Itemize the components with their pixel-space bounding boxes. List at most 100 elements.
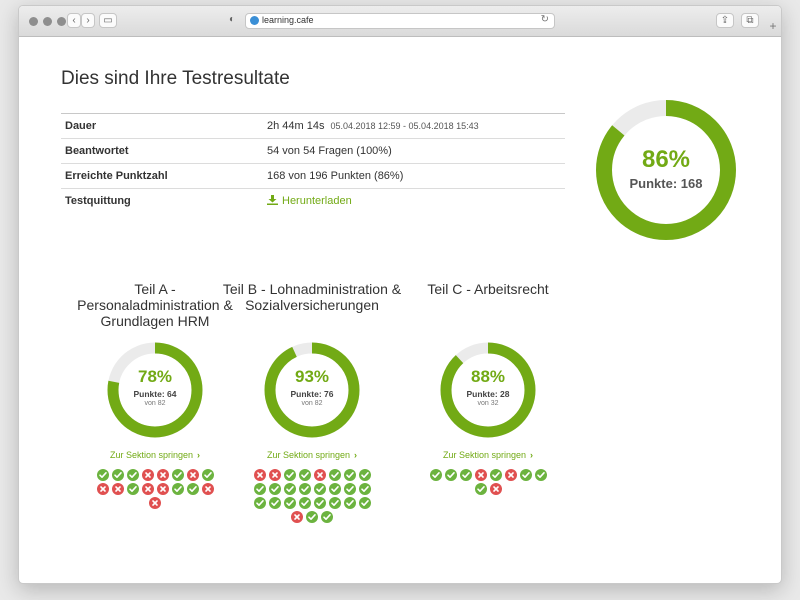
check-icon[interactable] (489, 469, 502, 481)
section-max-points: von 82 (301, 400, 323, 407)
minimize-window-button[interactable] (43, 17, 52, 26)
check-icon[interactable] (171, 483, 184, 495)
forward-button[interactable]: › (81, 13, 95, 28)
check-icon[interactable] (328, 483, 341, 495)
jump-to-section-link[interactable]: Zur Sektion springen › (221, 450, 403, 460)
cross-icon[interactable] (313, 469, 326, 481)
cross-icon[interactable] (111, 483, 124, 495)
check-icon[interactable] (429, 469, 442, 481)
close-window-button[interactable] (29, 17, 38, 26)
donut-progress (596, 100, 736, 240)
jump-label: Zur Sektion springen (442, 450, 527, 460)
answer-row (291, 511, 333, 523)
check-icon[interactable] (358, 469, 371, 481)
cross-icon[interactable] (156, 469, 169, 481)
address-bar[interactable]: learning.cafe ↻ (245, 13, 555, 29)
cross-icon[interactable] (291, 511, 303, 523)
duration-dates: 05.04.2018 12:59 - 05.04.2018 15:43 (330, 121, 479, 131)
check-icon[interactable] (298, 483, 311, 495)
zoom-window-button[interactable] (57, 17, 66, 26)
sidebar-icon[interactable]: ▭ (99, 13, 117, 28)
cross-icon[interactable] (253, 469, 266, 481)
check-icon[interactable] (313, 497, 326, 509)
check-icon[interactable] (126, 469, 139, 481)
check-icon[interactable] (534, 469, 547, 481)
check-icon[interactable] (186, 483, 199, 495)
cross-icon[interactable] (504, 469, 517, 481)
answer-row (474, 483, 502, 495)
check-icon[interactable] (283, 497, 296, 509)
answer-row (429, 469, 547, 481)
chevron-right-icon: › (354, 450, 358, 460)
row-label: Beantwortet (61, 138, 263, 164)
check-icon[interactable] (459, 469, 472, 481)
check-icon[interactable] (201, 469, 214, 481)
cross-icon[interactable] (141, 483, 154, 495)
check-icon[interactable] (358, 483, 371, 495)
page-title: Dies sind Ihre Testresultate (61, 68, 290, 89)
globe-icon (250, 16, 259, 25)
check-icon[interactable] (171, 469, 184, 481)
reload-icon[interactable]: ↻ (540, 14, 549, 25)
check-icon[interactable] (253, 497, 266, 509)
check-icon[interactable] (283, 483, 296, 495)
cross-icon[interactable] (201, 483, 214, 495)
browser-window: ‹ › ▭ ◐ learning.cafe ↻ ⇪ ⧉ + Dies sind … (18, 5, 782, 584)
section-points: Punkte: 64 (133, 389, 177, 399)
check-icon[interactable] (283, 469, 296, 481)
check-icon[interactable] (268, 497, 281, 509)
back-button[interactable]: ‹ (67, 13, 81, 28)
row-label: Erreichte Punktzahl (61, 163, 263, 189)
cross-icon[interactable] (186, 469, 199, 481)
table-row: Erreichte Punktzahl 168 von 196 Punkten … (61, 163, 565, 189)
check-icon[interactable] (343, 469, 356, 481)
jump-to-section-link[interactable]: Zur Sektion springen › (397, 450, 579, 460)
check-icon[interactable] (474, 483, 487, 495)
check-icon[interactable] (298, 497, 311, 509)
new-tab-button[interactable]: + (769, 19, 777, 33)
check-icon[interactable] (96, 469, 109, 481)
check-icon[interactable] (306, 511, 318, 523)
section-score-donut (440, 342, 536, 438)
section-max-points: von 32 (477, 400, 499, 407)
check-icon[interactable] (253, 483, 266, 495)
check-icon[interactable] (444, 469, 457, 481)
check-icon[interactable] (313, 483, 326, 495)
donut-progress (440, 342, 536, 438)
cross-icon[interactable] (149, 497, 161, 509)
answer-row (96, 483, 214, 495)
row-label: Testquittung (61, 188, 263, 213)
overall-score-donut (596, 100, 736, 240)
cross-icon[interactable] (156, 483, 169, 495)
check-icon[interactable] (126, 483, 139, 495)
check-icon[interactable] (328, 497, 341, 509)
privacy-icon[interactable]: ◐ (228, 14, 236, 25)
check-icon[interactable] (328, 469, 341, 481)
check-icon[interactable] (519, 469, 532, 481)
check-icon[interactable] (343, 497, 356, 509)
check-icon[interactable] (111, 469, 124, 481)
download-link[interactable]: Herunterladen (267, 195, 352, 207)
cross-icon[interactable] (489, 483, 502, 495)
check-icon[interactable] (358, 497, 371, 509)
browser-toolbar: ‹ › ▭ ◐ learning.cafe ↻ ⇪ ⧉ + (19, 6, 781, 37)
section-points: Punkte: 28 (466, 389, 510, 399)
url-text: learning.cafe (262, 15, 314, 25)
section-title: Teil C - Arbeitsrecht (427, 281, 549, 297)
row-value: Herunterladen (263, 188, 565, 213)
check-icon[interactable] (343, 483, 356, 495)
cross-icon[interactable] (268, 469, 281, 481)
cross-icon[interactable] (96, 483, 109, 495)
check-icon[interactable] (321, 511, 333, 523)
share-icon[interactable]: ⇪ (716, 13, 734, 28)
chevron-right-icon: › (530, 450, 534, 460)
check-icon[interactable] (298, 469, 311, 481)
cross-icon[interactable] (141, 469, 154, 481)
jump-label: Zur Sektion springen (266, 450, 351, 460)
donut-progress (264, 342, 360, 438)
jump-to-section-link[interactable]: Zur Sektion springen › (64, 450, 246, 460)
overall-percent: 86% (641, 146, 691, 173)
tabs-icon[interactable]: ⧉ (741, 13, 759, 28)
check-icon[interactable] (268, 483, 281, 495)
cross-icon[interactable] (474, 469, 487, 481)
